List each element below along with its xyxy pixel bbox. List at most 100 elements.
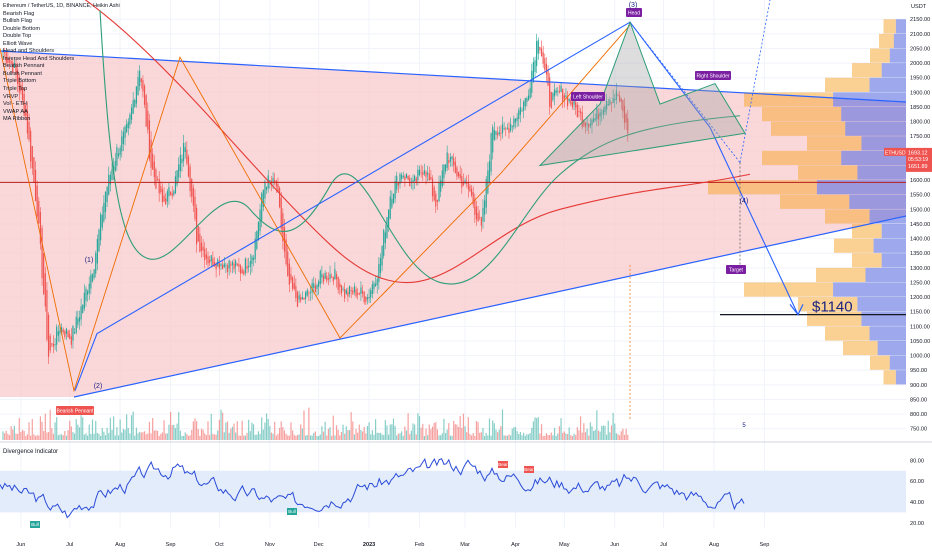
volume-bar: [508, 434, 510, 440]
volume-bar: [269, 426, 271, 440]
indicator-item[interactable]: Bearish Flag: [3, 10, 35, 17]
volume-bar: [280, 421, 282, 440]
candle-body: [298, 295, 300, 300]
indicator-item[interactable]: Head and Shoulders: [3, 48, 55, 55]
volume-bar: [404, 426, 406, 440]
candle-body: [619, 95, 621, 102]
volume-bar: [108, 433, 110, 440]
indicator-item[interactable]: Double Bottom: [3, 25, 41, 32]
price-axis[interactable]: USDT 2150.00 2100.00 2050.00 2000.00 1950.00 1…: [884, 4, 932, 433]
candle-body: [244, 258, 247, 273]
wave-3-label: (3): [629, 2, 638, 9]
indicator-item[interactable]: Double Top: [3, 33, 32, 40]
candle-body: [384, 232, 386, 243]
vrvp-bar-sell: [807, 311, 862, 326]
volume-bar: [233, 423, 235, 440]
candle-body: [394, 181, 396, 199]
candle-body: [215, 264, 217, 270]
volume-bar: [414, 424, 416, 440]
candle-body: [329, 274, 331, 280]
volume-bar: [106, 427, 108, 440]
candle-body: [606, 100, 608, 110]
candle-body: [537, 40, 539, 54]
volume-bar: [153, 430, 155, 440]
volume-bar: [91, 419, 94, 440]
price-tick-label: 1350.00: [910, 251, 930, 257]
volume-bar: [101, 428, 103, 440]
indicator-item[interactable]: Triple Bottom: [3, 78, 37, 85]
candle-body: [60, 327, 63, 333]
candle-body: [615, 90, 617, 100]
wave-4-label: (4): [740, 198, 749, 205]
candle-body: [218, 263, 220, 269]
indicator-list[interactable]: Bearish Flag Bullish Flag Double Bottom Dou…: [3, 11, 120, 124]
candle-body: [331, 276, 333, 278]
candle-body: [477, 212, 479, 221]
volume-bar: [10, 426, 12, 440]
volume-bar: [550, 432, 552, 440]
candle-body: [453, 157, 455, 166]
oscillator-tick-label: 60.00: [910, 479, 924, 485]
candle-body: [361, 290, 364, 294]
candle-body: [166, 191, 168, 202]
volume-bar: [401, 431, 403, 440]
indicator-item[interactable]: Bullish Flag: [3, 18, 32, 25]
volume-bar: [596, 410, 598, 440]
candle-body: [612, 97, 614, 103]
volume-bar: [436, 429, 439, 440]
vrvp-bar-buy: [865, 267, 906, 283]
volume-bar: [194, 418, 196, 440]
price-tick-label: 950.00: [910, 368, 927, 374]
time-axis[interactable]: Jun Jul Aug Sep Oct Nov Dec 2023 Feb Mar Apr May Jun…: [16, 542, 769, 548]
volume-bar: [189, 435, 191, 440]
volume-bar: [65, 435, 68, 440]
candle-body: [174, 176, 177, 194]
volume-bar: [431, 426, 434, 440]
candle-body: [275, 181, 277, 187]
indicator-item[interactable]: MA Ribbon: [3, 116, 31, 123]
candle-body: [163, 195, 165, 202]
indicator-legend[interactable]: Ethereum / TetherUS, 1D, BINANCE, Heikin…: [3, 3, 120, 124]
candle-body: [210, 255, 212, 262]
volume-bar: [277, 433, 279, 440]
indicator-item[interactable]: VRVP: [3, 93, 19, 100]
candle-body: [327, 278, 329, 280]
candle-body: [44, 273, 46, 307]
indicator-item[interactable]: Vol - ETH: [3, 101, 27, 108]
candle-body: [456, 167, 458, 177]
divergence-pane[interactable]: Divergence Indicator 80.00 60.00 40.00 20.00…: [0, 449, 924, 528]
candle-body: [557, 90, 559, 92]
chart-title[interactable]: Ethereum / TetherUS, 1D, BINANCE, Heikin…: [3, 3, 120, 9]
candle-body: [292, 277, 294, 290]
time-tick-label: Sep: [759, 542, 769, 548]
indicator-item[interactable]: Bearish Pennant: [3, 63, 45, 70]
candle-body: [36, 185, 38, 217]
candle-body: [80, 306, 82, 320]
candle-body: [116, 146, 118, 166]
indicator-item[interactable]: Triple Top: [3, 86, 28, 93]
candle-body: [57, 331, 59, 336]
volume-bar: [589, 422, 591, 440]
volume-bar: [448, 423, 450, 440]
volume-bar: [248, 419, 250, 440]
indicator-item[interactable]: Elliott Wave: [3, 40, 33, 47]
candle-body: [306, 290, 308, 296]
volume-bar: [510, 435, 512, 440]
volume-bar: [365, 433, 367, 440]
label-target: Target: [729, 267, 744, 273]
candle-body: [526, 98, 528, 103]
indicator-item[interactable]: Inverse Head And Shoulders: [3, 55, 75, 62]
vrvp-bar-buy: [869, 77, 906, 92]
bear-tag: Bear: [498, 462, 508, 467]
vrvp-bar-sell: [834, 238, 874, 253]
candle-body: [418, 169, 421, 176]
indicator-item[interactable]: Bullish Pennant: [3, 70, 42, 77]
label-head: Head: [628, 10, 640, 16]
candle-body: [173, 191, 175, 195]
candle-body: [386, 217, 388, 238]
volume-bar: [425, 428, 427, 440]
indicator-item[interactable]: VWAP AA: [3, 108, 28, 115]
candle-body: [204, 248, 206, 261]
